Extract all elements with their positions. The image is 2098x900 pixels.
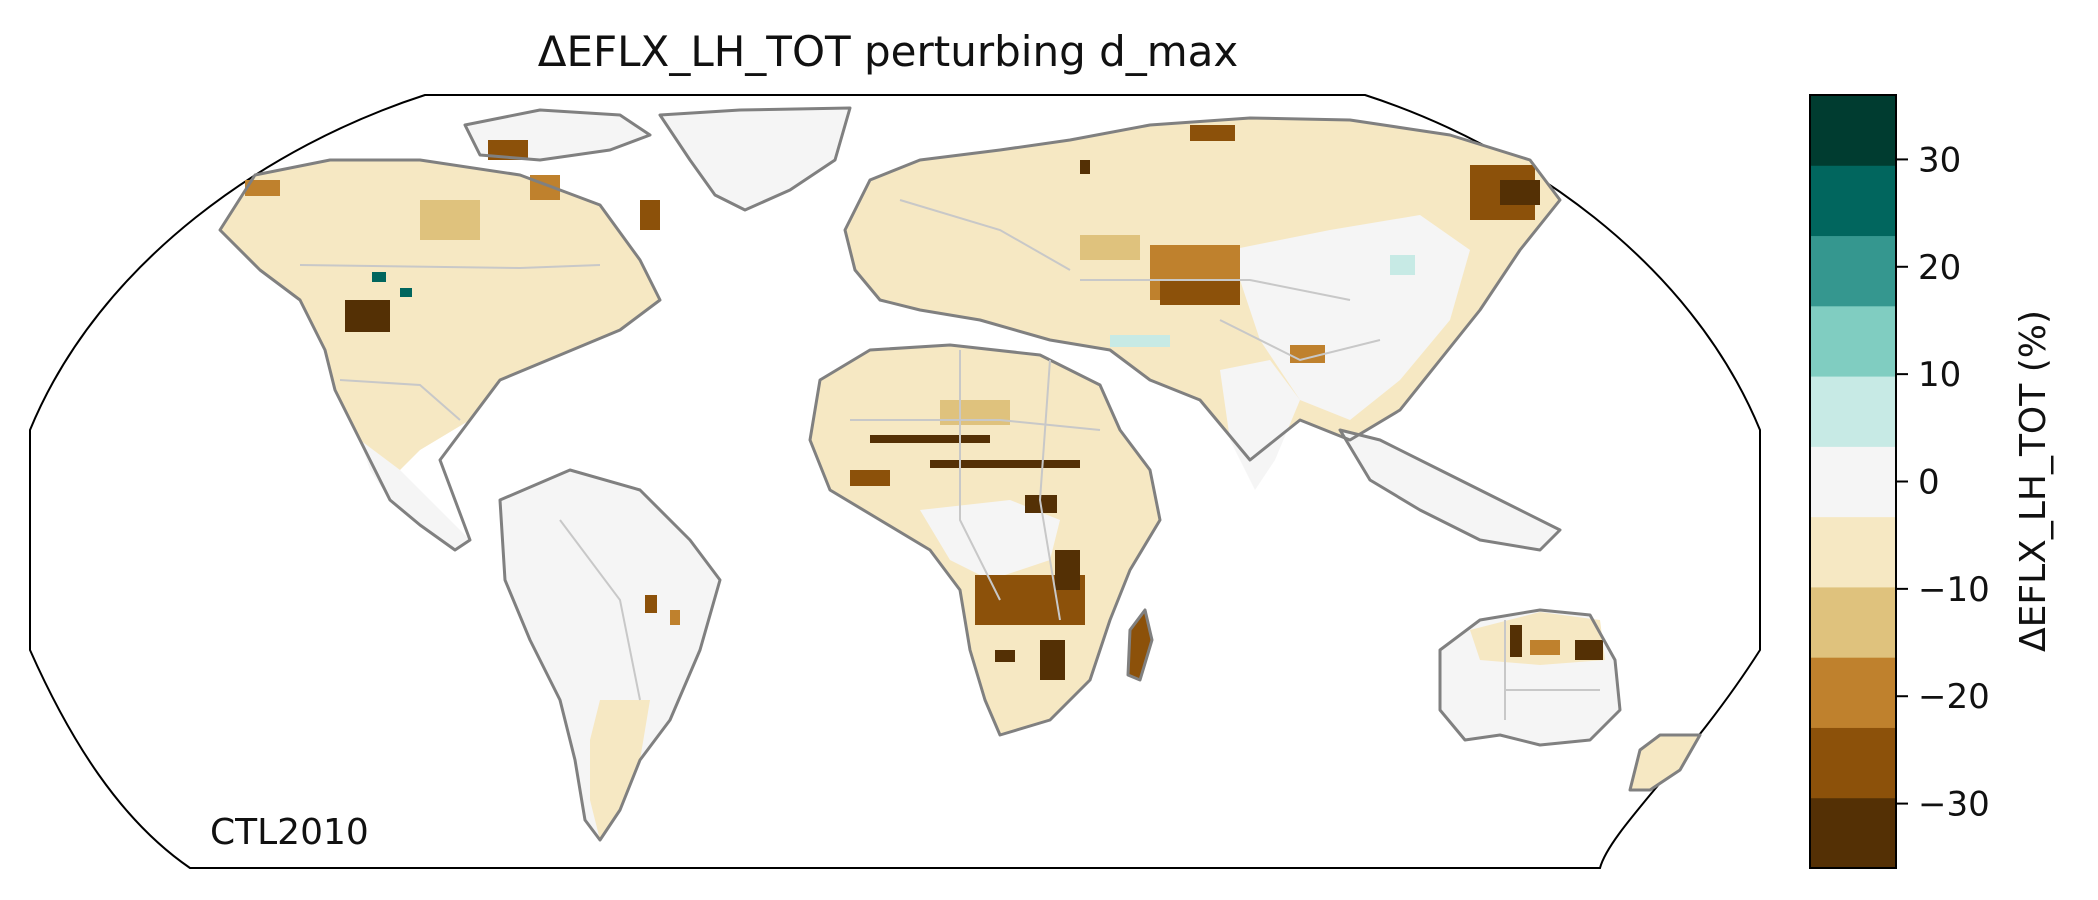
colorbar-segment xyxy=(1810,305,1896,377)
cell-australia-2 xyxy=(1575,640,1603,660)
coastline-africa xyxy=(808,343,1162,737)
region-india xyxy=(1220,360,1300,490)
border-us-mexico xyxy=(339,379,461,421)
cell-eurasia-4 xyxy=(1290,345,1325,363)
cell-north-america-2 xyxy=(372,272,386,282)
border-us-canada xyxy=(299,264,601,270)
figure-title: ΔEFLX_LH_TOT perturbing d_max xyxy=(538,27,1239,76)
colorbar-tick-label: −30 xyxy=(1918,785,1990,825)
border-asia-1 xyxy=(1080,279,1351,301)
cell-africa-1 xyxy=(870,435,990,443)
colorbar-tick-label: 10 xyxy=(1918,355,1961,395)
coastline-madagascar xyxy=(1126,608,1154,682)
cell-africa-9 xyxy=(940,400,1010,425)
colorbar-segment xyxy=(1810,235,1896,307)
colorbar-label: ΔEFLX_LH_TOT (%) xyxy=(2013,310,2054,652)
colorbar-segment xyxy=(1810,446,1896,518)
colorbar-segment xyxy=(1810,727,1896,799)
cell-africa-6 xyxy=(1055,550,1080,590)
region-north-america xyxy=(220,160,660,480)
cell-eurasia-2 xyxy=(1080,235,1140,260)
border-asia-2 xyxy=(1219,319,1381,362)
colorbar-segment xyxy=(1810,376,1896,447)
colorbar-segment xyxy=(1810,95,1896,166)
cell-australia-3 xyxy=(1530,640,1560,655)
border-africa-2 xyxy=(959,350,1001,601)
cell-africa-8 xyxy=(995,650,1015,662)
colorbar-tick-label: 20 xyxy=(1918,248,1961,288)
colorbar-segment xyxy=(1810,657,1896,728)
region-new-zealand xyxy=(1630,735,1700,790)
cell-eurasia-6 xyxy=(1500,180,1540,205)
colorbar: 30 20 10 0 −10 −20 −30 ΔEFLX_LH_TOT (%) xyxy=(1809,94,2054,869)
coastline-eurasia xyxy=(843,116,1562,462)
map-label: CTL2010 xyxy=(210,812,369,853)
map-panel: CTL2010 xyxy=(29,94,1761,869)
colorbar-segment xyxy=(1810,586,1896,658)
cell-africa-7 xyxy=(1040,640,1065,680)
region-southern-cone xyxy=(590,700,650,840)
land-cells xyxy=(220,108,1700,840)
cell-eurasia-9 xyxy=(1110,335,1170,347)
cell-north-america-3 xyxy=(400,288,412,297)
region-south-america xyxy=(500,470,720,840)
colorbar-tick-label: 0 xyxy=(1918,463,1940,503)
border-africa-3 xyxy=(1038,359,1061,621)
cell-south-america-2 xyxy=(670,610,680,625)
border-africa-1 xyxy=(850,419,1101,431)
colorbar-segment xyxy=(1810,165,1896,237)
cell-eurasia-3 xyxy=(1160,280,1240,305)
cell-north-america-7 xyxy=(245,180,280,196)
cell-north-america-8 xyxy=(420,200,480,240)
coastline-southeast-asia xyxy=(1338,428,1562,552)
cell-africa-2 xyxy=(930,460,1080,468)
coastline-arctic-islands xyxy=(463,108,652,162)
cell-eurasia-10 xyxy=(1390,255,1415,275)
region-central-america xyxy=(360,440,470,550)
colorbar-segments xyxy=(1810,95,1896,869)
coastline-australia xyxy=(1438,608,1622,747)
coastline-new-zealand xyxy=(1628,733,1702,792)
border-australia xyxy=(1504,620,1600,720)
cell-north-america-6 xyxy=(640,200,660,230)
cell-australia-1 xyxy=(1510,625,1522,657)
cell-eurasia-7 xyxy=(1190,125,1235,141)
border-europe xyxy=(899,199,1071,271)
region-central-africa xyxy=(920,500,1060,580)
region-southeast-asia xyxy=(1340,430,1560,550)
colorbar-tick-label: −10 xyxy=(1918,570,1990,610)
region-madagascar xyxy=(1128,610,1152,680)
colorbar-tick-label: −20 xyxy=(1918,677,1990,717)
colorbar-tick-label: 30 xyxy=(1918,140,1961,180)
region-north-australia xyxy=(1470,612,1605,665)
coastlines xyxy=(218,106,1702,842)
coastline-greenland xyxy=(658,106,852,212)
cell-south-america-1 xyxy=(645,595,657,613)
border-south-america xyxy=(559,519,641,701)
cell-africa-3 xyxy=(850,470,890,486)
country-borders xyxy=(299,199,1600,720)
colorbar-ticks: 30 20 10 0 −10 −20 −30 xyxy=(1896,140,1990,825)
coastline-north-america xyxy=(218,158,662,552)
coastline-south-america xyxy=(498,468,722,842)
cell-north-america-1 xyxy=(345,300,390,332)
colorbar-segment xyxy=(1810,797,1896,869)
colorbar-segment xyxy=(1810,516,1896,588)
cell-eurasia-8 xyxy=(1080,160,1090,174)
